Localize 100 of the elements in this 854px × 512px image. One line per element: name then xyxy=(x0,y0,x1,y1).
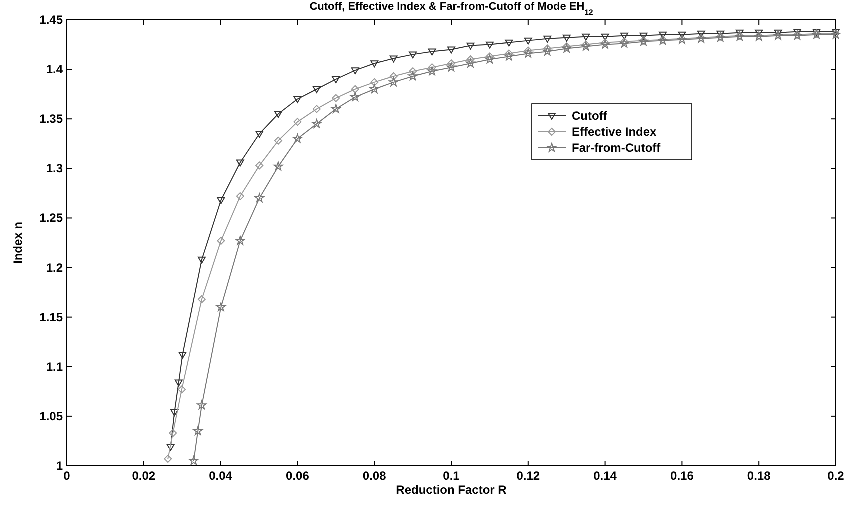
point xyxy=(312,105,321,114)
point xyxy=(736,30,744,37)
x-tick-label: 0.16 xyxy=(670,469,694,483)
point xyxy=(350,92,360,102)
y-tick-label: 1.2 xyxy=(46,260,64,275)
point xyxy=(448,46,456,54)
point xyxy=(620,38,629,46)
point xyxy=(678,32,686,39)
point xyxy=(582,40,590,49)
point xyxy=(274,111,282,118)
point xyxy=(504,52,514,61)
point xyxy=(408,72,418,81)
point xyxy=(390,72,398,80)
y-tick-label: 1.45 xyxy=(40,13,64,27)
point xyxy=(542,46,552,56)
point xyxy=(216,302,226,312)
x-tick-label: 0.02 xyxy=(132,469,156,483)
point xyxy=(486,42,494,49)
point xyxy=(774,30,782,37)
point xyxy=(166,444,175,452)
point xyxy=(292,134,302,144)
legend-label: Far-from-Cutoff xyxy=(572,141,662,155)
point xyxy=(370,84,380,94)
point xyxy=(370,78,379,86)
point xyxy=(390,56,398,63)
point xyxy=(544,44,552,53)
x-tick-label: 0.14 xyxy=(594,469,618,483)
x-tick-label: 0.06 xyxy=(286,469,310,483)
point xyxy=(217,197,226,204)
point xyxy=(178,386,186,394)
point xyxy=(332,76,340,84)
point xyxy=(174,380,183,387)
point xyxy=(485,54,495,64)
point xyxy=(170,410,179,416)
point xyxy=(351,68,360,75)
point xyxy=(312,119,322,128)
point xyxy=(716,30,725,38)
point xyxy=(198,256,206,264)
y-tick-label: 1 xyxy=(56,459,64,473)
point xyxy=(505,50,514,58)
point xyxy=(620,32,629,40)
point xyxy=(331,104,341,114)
point xyxy=(755,30,764,37)
y-tick-label: 1.15 xyxy=(40,310,64,324)
x-tick-label: 0.1 xyxy=(443,469,460,483)
point xyxy=(466,58,476,68)
point xyxy=(197,400,207,410)
point xyxy=(256,162,264,170)
point xyxy=(312,86,321,94)
point xyxy=(562,42,571,51)
chart-title: Cutoff, Effective Index & Far-from-Cutoff of Mode EH$_{12}$ xyxy=(310,1,594,16)
point xyxy=(409,52,418,59)
point xyxy=(351,85,360,94)
point xyxy=(601,38,610,47)
point xyxy=(428,48,436,56)
point xyxy=(524,46,532,55)
point xyxy=(254,193,264,202)
point xyxy=(256,131,264,138)
point xyxy=(164,455,172,464)
x-tick-label: 0 xyxy=(64,469,71,483)
point xyxy=(294,118,302,126)
point xyxy=(640,32,648,40)
point xyxy=(505,40,514,47)
y-tick-label: 1.35 xyxy=(40,112,64,126)
point xyxy=(370,60,379,68)
point xyxy=(697,30,706,38)
point xyxy=(524,48,534,58)
point xyxy=(466,56,475,64)
point xyxy=(409,68,418,76)
point xyxy=(544,36,552,43)
y-tick-label: 1.3 xyxy=(46,162,64,176)
point xyxy=(178,352,187,359)
x-tick-label: 0.08 xyxy=(362,469,387,483)
y-tick-label: 1.25 xyxy=(40,211,64,226)
point xyxy=(217,237,226,246)
y-tick-label: 1.4 xyxy=(46,62,64,77)
point xyxy=(466,42,475,50)
point xyxy=(274,162,284,171)
point xyxy=(236,192,244,200)
point xyxy=(189,456,199,466)
point xyxy=(658,32,667,39)
point xyxy=(294,96,302,104)
x-tick-label: 0.04 xyxy=(209,469,233,483)
point xyxy=(198,295,206,304)
point xyxy=(236,160,244,167)
point xyxy=(582,34,590,41)
point xyxy=(274,136,282,145)
point xyxy=(169,429,178,438)
point xyxy=(486,52,494,61)
point xyxy=(524,38,532,45)
y-tick-label: 1.05 xyxy=(40,409,64,424)
legend-label: Cutoff xyxy=(572,109,608,123)
point xyxy=(428,64,436,72)
x-axis-title: Reduction Factor R xyxy=(396,483,508,497)
x-tick-label: 0.2 xyxy=(828,469,845,483)
x-tick-label: 0.18 xyxy=(747,469,772,483)
point xyxy=(446,62,456,72)
y-tick-label: 1.1 xyxy=(46,360,64,374)
point xyxy=(236,236,246,246)
point xyxy=(389,78,399,87)
